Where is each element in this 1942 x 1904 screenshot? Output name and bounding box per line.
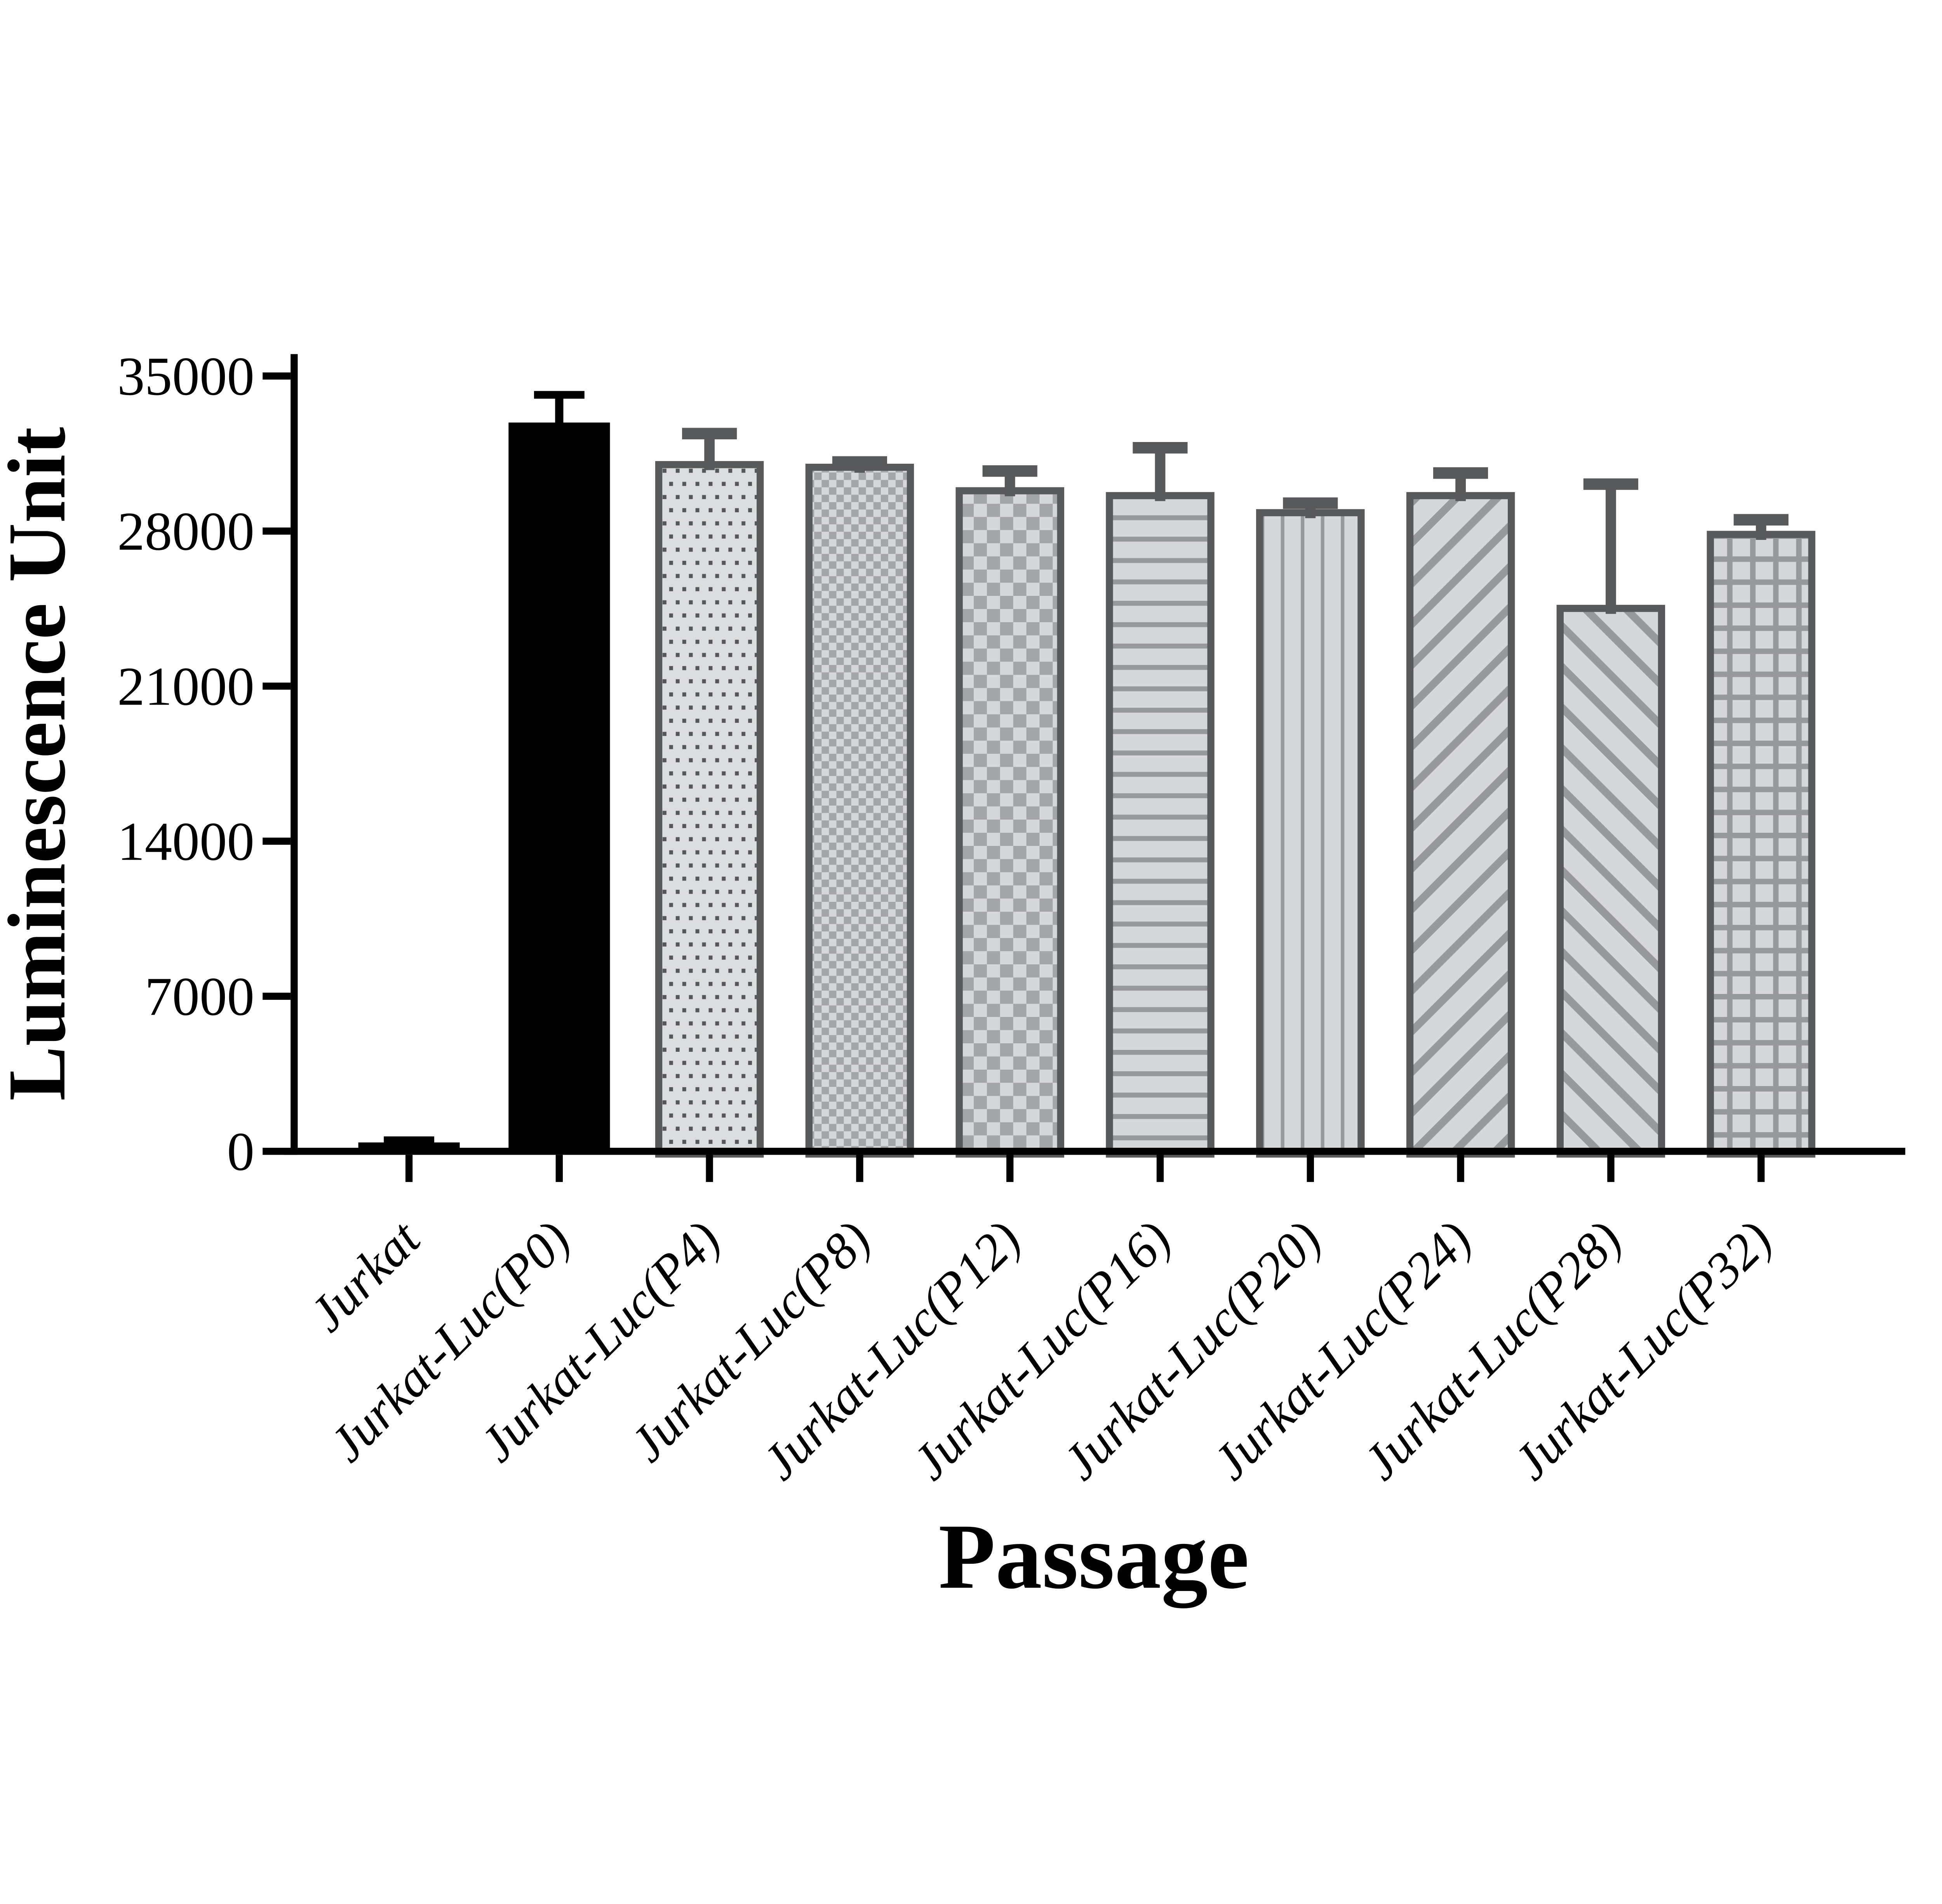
bar-jurkat-luc-p0: [508, 422, 610, 1154]
y-tick-label-7000: 7000: [145, 966, 254, 1027]
bar-jurkat-luc-p20: [1256, 509, 1365, 1158]
x-axis-title: Passage: [938, 1505, 1249, 1608]
y-tick-label-28000: 28000: [117, 501, 254, 562]
x-tick-label-jurkat-luc-p32: Jurkat-Luc(P32): [1503, 1210, 1783, 1490]
labels-layer: JurkatJurkat-Luc(P0)Jurkat-Luc(P4)Jurkat…: [117, 346, 1783, 1490]
y-tick-label-0: 0: [227, 1121, 254, 1182]
bar-jurkat-luc-p4: [655, 461, 764, 1158]
y-axis-title: Luminescence Unit: [0, 427, 82, 1101]
x-tick-label-jurkat-luc-p24: Jurkat-Luc(P24): [1202, 1210, 1482, 1490]
x-tick-label-jurkat-luc-p20: Jurkat-Luc(P20): [1052, 1210, 1332, 1490]
axes-layer: [263, 354, 1905, 1182]
y-tick-label-14000: 14000: [117, 811, 254, 872]
y-tick-label-35000: 35000: [117, 346, 254, 407]
bar-jurkat-luc-p16: [1106, 492, 1215, 1158]
x-tick-label-jurkat-luc-p28: Jurkat-Luc(P28): [1352, 1210, 1632, 1490]
bar-jurkat-luc-p24: [1406, 492, 1515, 1158]
bar-jurkat-luc-p8: [805, 463, 914, 1158]
bar-jurkat-luc-p12: [955, 487, 1064, 1158]
x-tick-label-jurkat-luc-p12: Jurkat-Luc(P12): [752, 1210, 1032, 1490]
bars-layer: [358, 422, 1815, 1158]
x-tick-label-jurkat: Jurkat: [299, 1210, 432, 1342]
y-tick-label-21000: 21000: [117, 656, 254, 717]
x-tick-label-jurkat-luc-p16: Jurkat-Luc(P16): [902, 1210, 1182, 1490]
bar-jurkat-luc-p32: [1707, 531, 1815, 1158]
error-bars-layer: [384, 391, 1789, 1148]
bar-jurkat-luc-p28: [1556, 605, 1665, 1158]
